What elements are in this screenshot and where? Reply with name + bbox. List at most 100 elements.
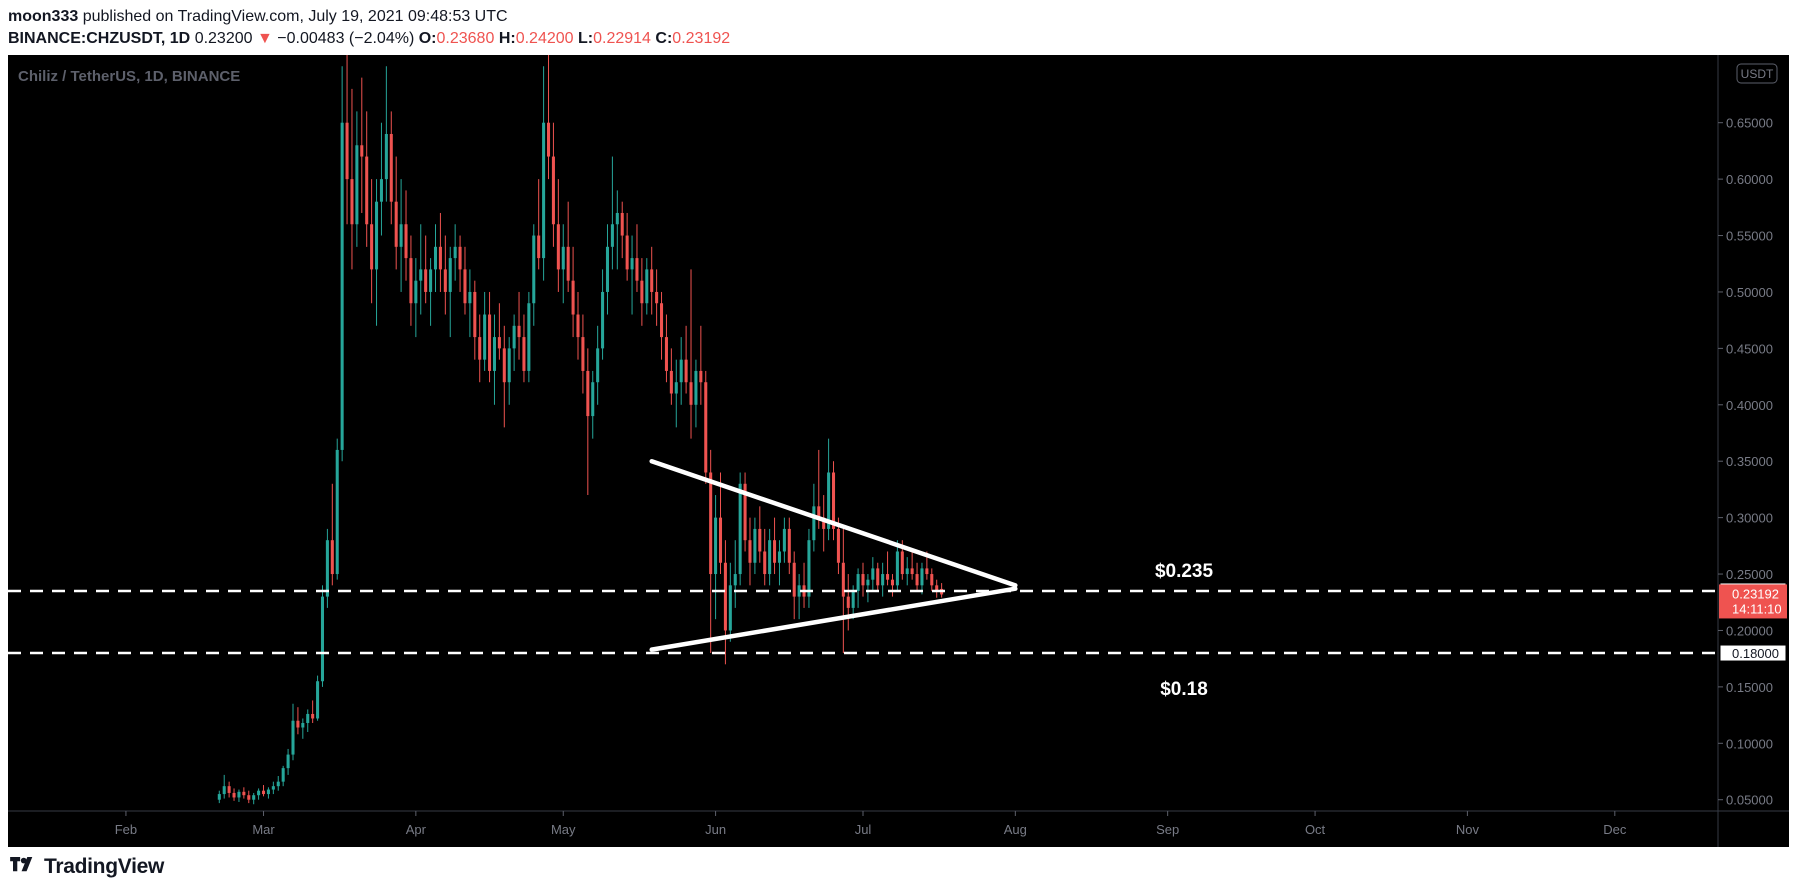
candle[interactable] [596,325,600,405]
candle[interactable] [325,528,329,608]
candle[interactable] [517,291,521,360]
candle[interactable] [286,748,290,775]
candle[interactable] [433,224,438,292]
candle[interactable] [360,77,364,213]
candle[interactable] [453,224,457,281]
candle[interactable] [379,122,383,236]
candle[interactable] [679,337,683,405]
candle[interactable] [237,789,241,802]
candle[interactable] [610,156,614,270]
candle[interactable] [689,269,693,439]
candle[interactable] [370,179,374,304]
candle[interactable] [335,438,339,580]
candle[interactable] [576,291,580,360]
tradingview-brand[interactable]: TradingView [44,855,165,878]
candle[interactable] [861,562,865,597]
candle[interactable] [591,370,595,439]
candle[interactable] [650,246,654,315]
candle[interactable] [414,258,418,338]
candle[interactable] [920,562,924,595]
candle[interactable] [817,449,821,529]
candle[interactable] [399,179,403,292]
candle[interactable] [527,291,531,383]
candle[interactable] [660,291,664,360]
candle[interactable] [551,122,555,247]
candle[interactable] [394,156,398,270]
candle[interactable] [242,787,246,799]
candle[interactable] [782,517,786,563]
candle[interactable] [222,774,226,799]
drawing-annotations[interactable]: $0.235 $0.18 [8,458,1718,700]
candle[interactable] [384,66,388,202]
candle[interactable] [232,788,236,801]
chart-pane[interactable] [217,55,944,805]
tradingview-logo-icon[interactable] [8,857,38,877]
candle[interactable] [895,540,899,591]
candle[interactable] [645,258,649,315]
candle[interactable] [876,562,880,591]
candle[interactable] [546,55,551,180]
candle[interactable] [581,314,585,394]
candle[interactable] [571,246,575,338]
candle[interactable] [601,269,605,360]
candle[interactable] [910,551,914,580]
candle[interactable] [704,370,708,484]
candle[interactable] [301,718,305,739]
triangle-lower-line[interactable] [649,586,1018,652]
candle[interactable] [797,574,801,620]
candle[interactable] [905,557,909,586]
candle[interactable] [483,291,487,371]
candle[interactable] [871,557,875,591]
candle[interactable] [699,325,703,405]
candle[interactable] [807,528,811,608]
candle[interactable] [630,235,634,315]
candle[interactable] [424,235,428,304]
candle[interactable] [620,201,624,259]
candle[interactable] [694,359,698,428]
candle[interactable] [350,88,354,270]
candle[interactable] [316,675,320,721]
candle[interactable] [615,190,619,270]
candle[interactable] [640,258,644,326]
candle[interactable] [296,707,300,735]
candle[interactable] [261,785,266,797]
candle[interactable] [429,258,433,326]
candle[interactable] [674,359,678,428]
candle[interactable] [311,700,315,723]
candle[interactable] [488,291,492,383]
candle[interactable] [930,568,934,591]
candle[interactable] [714,495,718,620]
candle[interactable] [822,495,826,552]
candle[interactable] [266,787,270,799]
candle[interactable] [758,506,762,563]
candle[interactable] [743,472,747,552]
candle[interactable] [655,269,659,326]
candle[interactable] [365,111,369,247]
candle[interactable] [247,790,251,804]
triangle-upper-line[interactable] [649,458,1018,588]
time-axis[interactable]: Feb Mar Apr May Jun Jul Aug Sep Oct Nov Dec [115,811,1627,837]
candle[interactable] [586,348,590,496]
candle[interactable] [915,562,919,591]
candle[interactable] [419,224,423,315]
candle[interactable] [669,348,673,405]
candle[interactable] [605,224,610,315]
candle[interactable] [886,551,890,586]
candle[interactable] [768,528,772,586]
candle[interactable] [345,55,349,225]
candle[interactable] [748,517,752,586]
candle[interactable] [227,781,231,798]
candle[interactable] [438,212,442,292]
candle[interactable] [330,483,334,586]
candle[interactable] [458,235,462,292]
candle[interactable] [271,781,275,795]
candle[interactable] [561,224,565,304]
candle[interactable] [831,461,836,541]
candle[interactable] [409,235,413,326]
candle[interactable] [635,224,639,292]
candle[interactable] [773,517,777,575]
candle[interactable] [492,314,496,405]
candle[interactable] [890,574,895,597]
candle[interactable] [532,224,536,326]
